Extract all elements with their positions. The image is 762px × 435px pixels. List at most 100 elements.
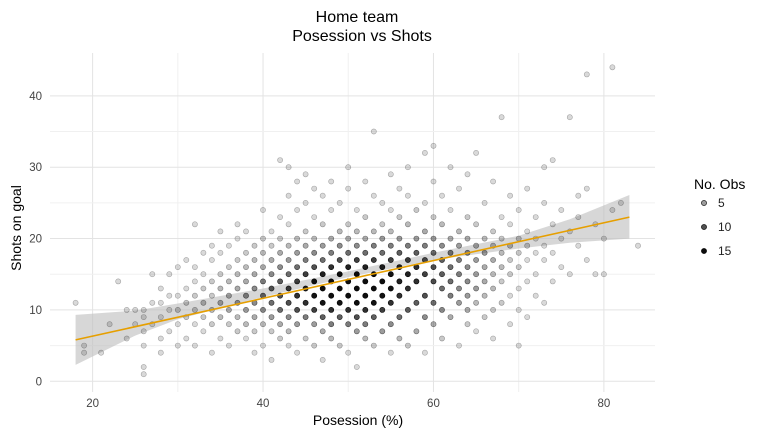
- data-point: [345, 164, 352, 171]
- data-point: [362, 264, 369, 270]
- data-point: [294, 349, 300, 356]
- data-point: [336, 342, 343, 349]
- data-point: [319, 257, 326, 263]
- data-point: [447, 235, 454, 242]
- data-point: [268, 299, 275, 306]
- data-point: [225, 306, 232, 313]
- grid: [50, 53, 655, 392]
- legend-label: 5: [718, 196, 725, 210]
- data-point: [430, 235, 437, 242]
- data-point: [362, 249, 369, 256]
- data-point: [430, 214, 437, 220]
- chart-title: Home team: [316, 9, 399, 26]
- data-point: [157, 299, 164, 306]
- data-point: [345, 306, 352, 313]
- data-point: [260, 249, 266, 256]
- data-point: [524, 185, 531, 192]
- data-point: [208, 321, 215, 328]
- data-point: [311, 214, 318, 220]
- data-point: [200, 271, 207, 278]
- data-point: [311, 342, 318, 349]
- data-point: [515, 249, 522, 256]
- data-point: [123, 306, 130, 313]
- data-point: [166, 306, 173, 313]
- data-point: [243, 278, 249, 285]
- data-point: [473, 271, 479, 278]
- data-point: [191, 278, 198, 285]
- data-point: [302, 335, 309, 342]
- data-point: [294, 264, 300, 270]
- data-point: [370, 192, 377, 199]
- data-point: [353, 257, 360, 263]
- data-point: [319, 242, 326, 249]
- data-point: [302, 299, 309, 306]
- data-point: [498, 299, 505, 306]
- data-point: [379, 221, 386, 228]
- y-tick-label: 0: [36, 376, 42, 388]
- data-point: [532, 249, 539, 256]
- data-point: [294, 278, 300, 285]
- data-point: [81, 342, 87, 349]
- data-point: [370, 285, 377, 292]
- data-point: [473, 242, 479, 249]
- data-point: [234, 314, 241, 320]
- data-point: [268, 328, 275, 335]
- data-point: [336, 242, 343, 249]
- data-point: [481, 249, 488, 256]
- y-tick-label: 40: [29, 91, 42, 103]
- data-point: [217, 228, 224, 235]
- data-point: [268, 285, 275, 292]
- data-point: [490, 306, 496, 313]
- data-point: [353, 328, 360, 335]
- data-point: [558, 207, 565, 213]
- data-point: [507, 292, 513, 299]
- data-point: [208, 257, 215, 263]
- legend-label: 10: [718, 220, 732, 234]
- data-point: [421, 271, 428, 278]
- data-point: [174, 342, 181, 349]
- data-point: [601, 271, 607, 278]
- data-point: [498, 114, 505, 121]
- data-point: [157, 335, 164, 342]
- data-point: [225, 292, 232, 299]
- data-point: [558, 264, 565, 270]
- data-point: [217, 285, 224, 292]
- data-point: [362, 292, 369, 299]
- data-point: [524, 257, 531, 263]
- data-point: [498, 214, 505, 220]
- data-point: [421, 292, 428, 299]
- axis-ticks: 20 40 60 80 0 10 20 30 40: [29, 91, 610, 410]
- data-point: [277, 249, 283, 256]
- data-point: [362, 335, 369, 342]
- data-point: [396, 335, 403, 342]
- data-point: [473, 149, 479, 156]
- data-point: [345, 264, 352, 270]
- data-point: [277, 264, 283, 270]
- data-point: [447, 164, 454, 171]
- data-point: [583, 257, 590, 263]
- data-point: [311, 306, 318, 313]
- data-point: [328, 264, 335, 270]
- x-tick-label: 20: [86, 398, 99, 410]
- data-point: [157, 285, 164, 292]
- data-point: [208, 278, 215, 285]
- scatter-points: [72, 64, 641, 378]
- data-point: [268, 257, 275, 263]
- legend-label: 15: [718, 244, 732, 258]
- data-point: [541, 242, 548, 249]
- data-point: [404, 285, 411, 292]
- data-point: [140, 314, 147, 320]
- data-point: [353, 285, 360, 292]
- data-point: [251, 328, 258, 335]
- data-point: [532, 214, 539, 220]
- data-point: [260, 278, 266, 285]
- data-point: [413, 235, 420, 242]
- data-point: [404, 192, 411, 199]
- data-point: [447, 292, 454, 299]
- data-point: [430, 264, 437, 270]
- x-axis-title: Posession (%): [313, 412, 403, 428]
- data-point: [285, 342, 292, 349]
- data-point: [549, 221, 556, 228]
- data-point: [319, 314, 326, 320]
- data-point: [379, 328, 386, 335]
